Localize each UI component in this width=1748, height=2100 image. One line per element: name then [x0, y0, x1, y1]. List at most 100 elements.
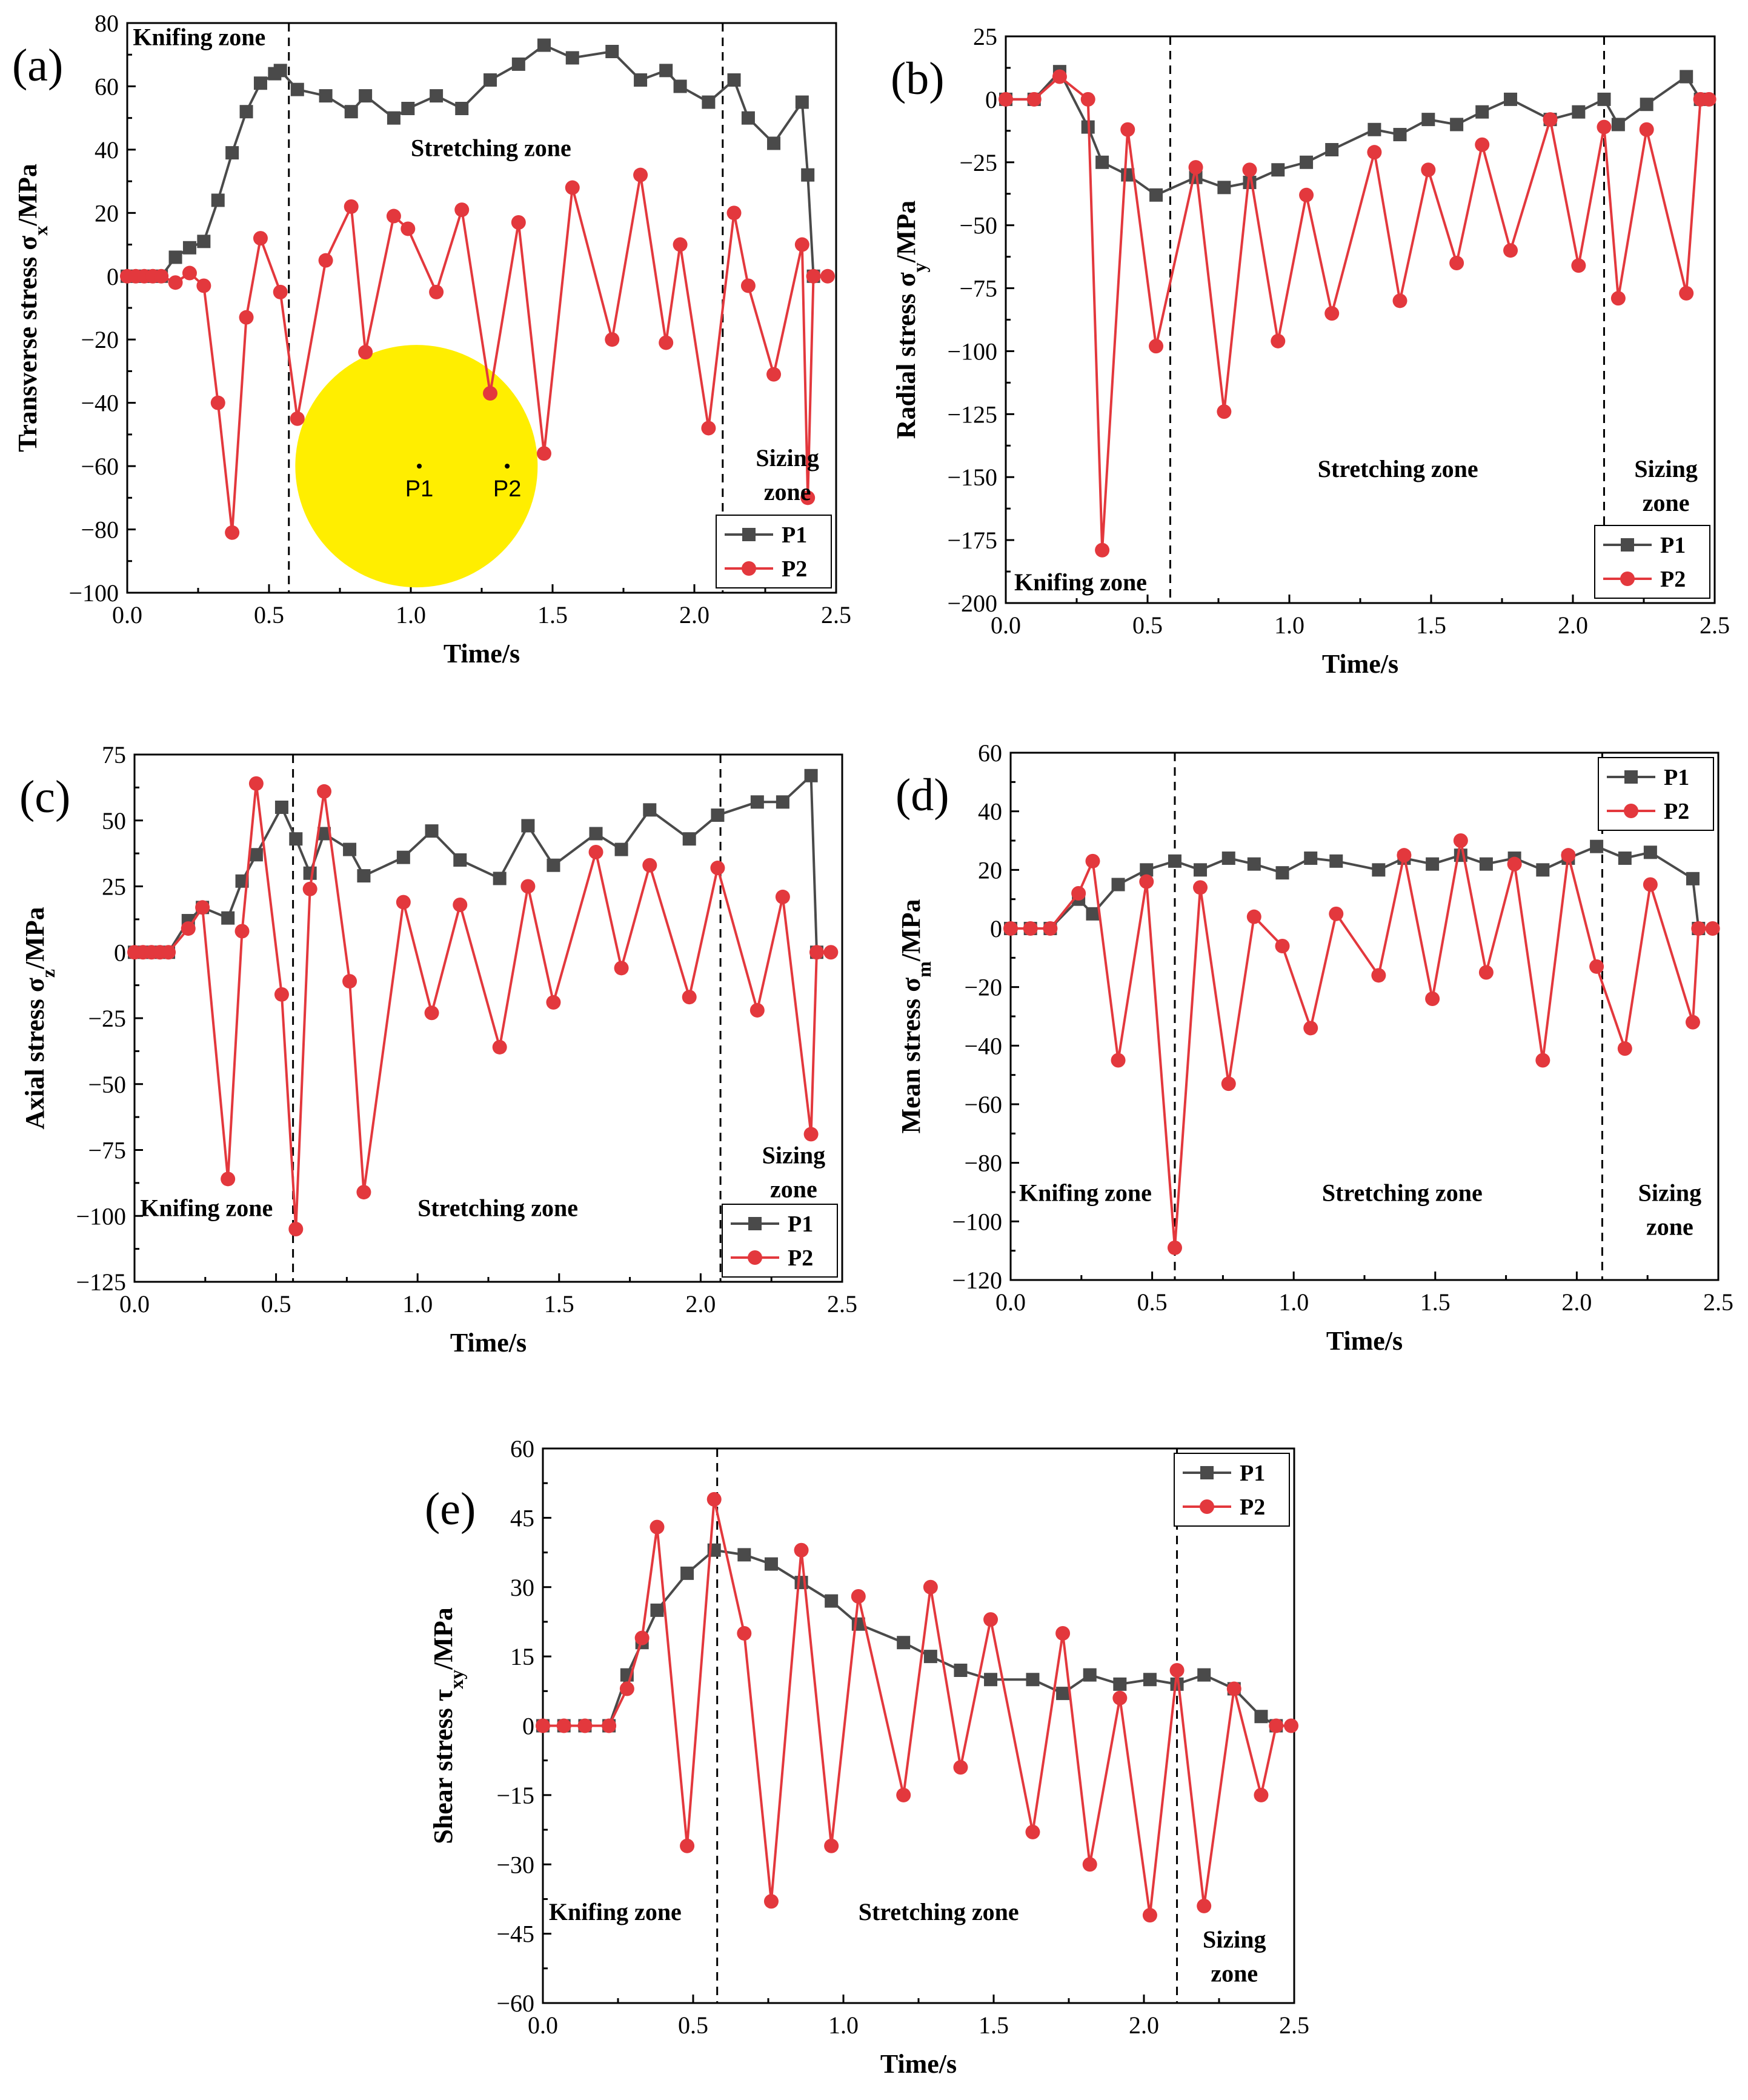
- data-point-p1: [984, 1673, 998, 1687]
- data-point-p2: [633, 167, 648, 182]
- data-point-p1: [511, 57, 525, 71]
- y-tick-label: 40: [95, 136, 119, 164]
- zone-annotation: Stretching zone: [859, 1898, 1019, 1925]
- y-tick-label: 30: [510, 1574, 534, 1601]
- data-point-p1: [682, 832, 696, 846]
- y-tick-label: −125: [947, 401, 997, 428]
- data-point-p1: [1221, 852, 1235, 865]
- y-tick-label: −20: [81, 326, 119, 353]
- data-point-p2: [1639, 122, 1654, 137]
- data-point-p1: [1140, 863, 1154, 877]
- data-point-p2: [851, 1589, 866, 1604]
- data-point-p2: [1003, 921, 1018, 936]
- data-point-p2: [317, 784, 332, 799]
- data-point-p1: [1197, 1668, 1211, 1682]
- data-point-p2: [823, 945, 839, 960]
- y-tick-label: 75: [102, 741, 126, 768]
- x-tick-label: 2.0: [1558, 612, 1588, 639]
- x-tick-label: 1.0: [1278, 1288, 1309, 1316]
- y-tick-label: −50: [959, 212, 997, 239]
- zone-annotation: Sizing zone: [1638, 1179, 1701, 1241]
- x-tick-label: 0.5: [254, 601, 284, 628]
- data-point-p2: [342, 974, 357, 989]
- x-axis-label: Time/s: [1322, 649, 1398, 679]
- y-tick-label: −80: [81, 516, 119, 544]
- data-point-p1: [249, 848, 263, 862]
- data-point-p2: [221, 1172, 236, 1187]
- y-tick-label: 60: [510, 1435, 534, 1462]
- data-point-p2: [492, 1039, 507, 1055]
- data-point-p2: [556, 1718, 571, 1733]
- zone-annotation: Knifing zone: [549, 1898, 682, 1925]
- data-point-p2: [1561, 848, 1576, 863]
- data-point-p2: [386, 208, 401, 224]
- data-point-p1: [1143, 1673, 1157, 1687]
- data-point-p2: [511, 215, 526, 230]
- x-tick-label: 1.5: [1420, 1288, 1451, 1316]
- point-marker-p2: [505, 464, 510, 469]
- data-point-p1: [1597, 92, 1611, 106]
- data-point-p1: [537, 38, 551, 52]
- data-point-p2: [1139, 874, 1154, 889]
- point-marker-p1: [417, 464, 422, 469]
- data-point-p1: [289, 832, 303, 846]
- legend-marker-p1: [1200, 1466, 1214, 1479]
- data-point-p1: [211, 193, 225, 207]
- y-tick-label: 0: [990, 915, 1002, 942]
- data-point-p2: [396, 895, 411, 910]
- data-point-p2: [824, 1838, 839, 1853]
- data-point-p1: [357, 869, 371, 883]
- data-point-p2: [763, 1894, 779, 1909]
- data-point-p2: [1571, 258, 1586, 273]
- zone-annotation: Knifing zone: [133, 24, 265, 51]
- data-point-p2: [1112, 1690, 1128, 1705]
- data-point-p2: [1679, 285, 1694, 301]
- data-point-p2: [1169, 1663, 1185, 1678]
- legend-marker-p2: [1624, 804, 1638, 818]
- data-point-p1: [1393, 128, 1407, 142]
- x-tick-label: 2.0: [679, 601, 710, 628]
- data-point-p1: [1056, 1687, 1070, 1701]
- data-point-p2: [1503, 243, 1518, 258]
- data-point-p2: [650, 1519, 665, 1535]
- data-point-p1: [565, 51, 579, 65]
- data-point-p2: [168, 275, 183, 290]
- section-circle: [295, 345, 538, 588]
- y-tick-label: 60: [95, 73, 119, 100]
- point-label-p1: P1: [405, 476, 433, 502]
- zone-annotation: Stretching zone: [411, 134, 571, 161]
- data-point-p1: [1680, 70, 1693, 84]
- data-point-p1: [547, 858, 560, 872]
- data-point-p2: [1226, 1681, 1241, 1696]
- data-point-p2: [1023, 921, 1038, 936]
- panel-label: (a): [12, 40, 63, 91]
- data-point-p2: [154, 268, 169, 284]
- data-point-p2: [344, 199, 359, 214]
- data-point-p1: [825, 1594, 839, 1608]
- data-point-p2: [1475, 137, 1490, 152]
- data-point-p2: [290, 411, 305, 426]
- data-point-p2: [1643, 877, 1658, 892]
- data-point-p1: [1450, 118, 1464, 132]
- legend-marker-p2: [748, 1250, 762, 1265]
- data-point-p2: [536, 1718, 550, 1733]
- y-tick-label: 80: [95, 10, 119, 37]
- data-point-p2: [1217, 404, 1232, 419]
- legend-label-p2: P2: [782, 556, 807, 582]
- legend-marker-p2: [1620, 572, 1635, 586]
- data-point-p2: [706, 1492, 722, 1507]
- data-point-p1: [359, 89, 373, 103]
- legend-label-p1: P1: [1664, 765, 1689, 790]
- x-tick-label: 1.0: [828, 2012, 859, 2039]
- data-point-p2: [775, 889, 790, 904]
- legend-label-p2: P2: [788, 1245, 813, 1271]
- data-point-p1: [168, 250, 182, 264]
- data-point-p1: [1026, 1673, 1040, 1687]
- data-point-p2: [1275, 939, 1290, 953]
- data-point-p1: [303, 866, 317, 880]
- y-tick-label: 45: [510, 1504, 534, 1532]
- data-point-p2: [253, 231, 268, 246]
- data-point-p2: [1392, 293, 1407, 308]
- data-point-p1: [290, 82, 304, 96]
- data-point-p1: [1300, 155, 1314, 169]
